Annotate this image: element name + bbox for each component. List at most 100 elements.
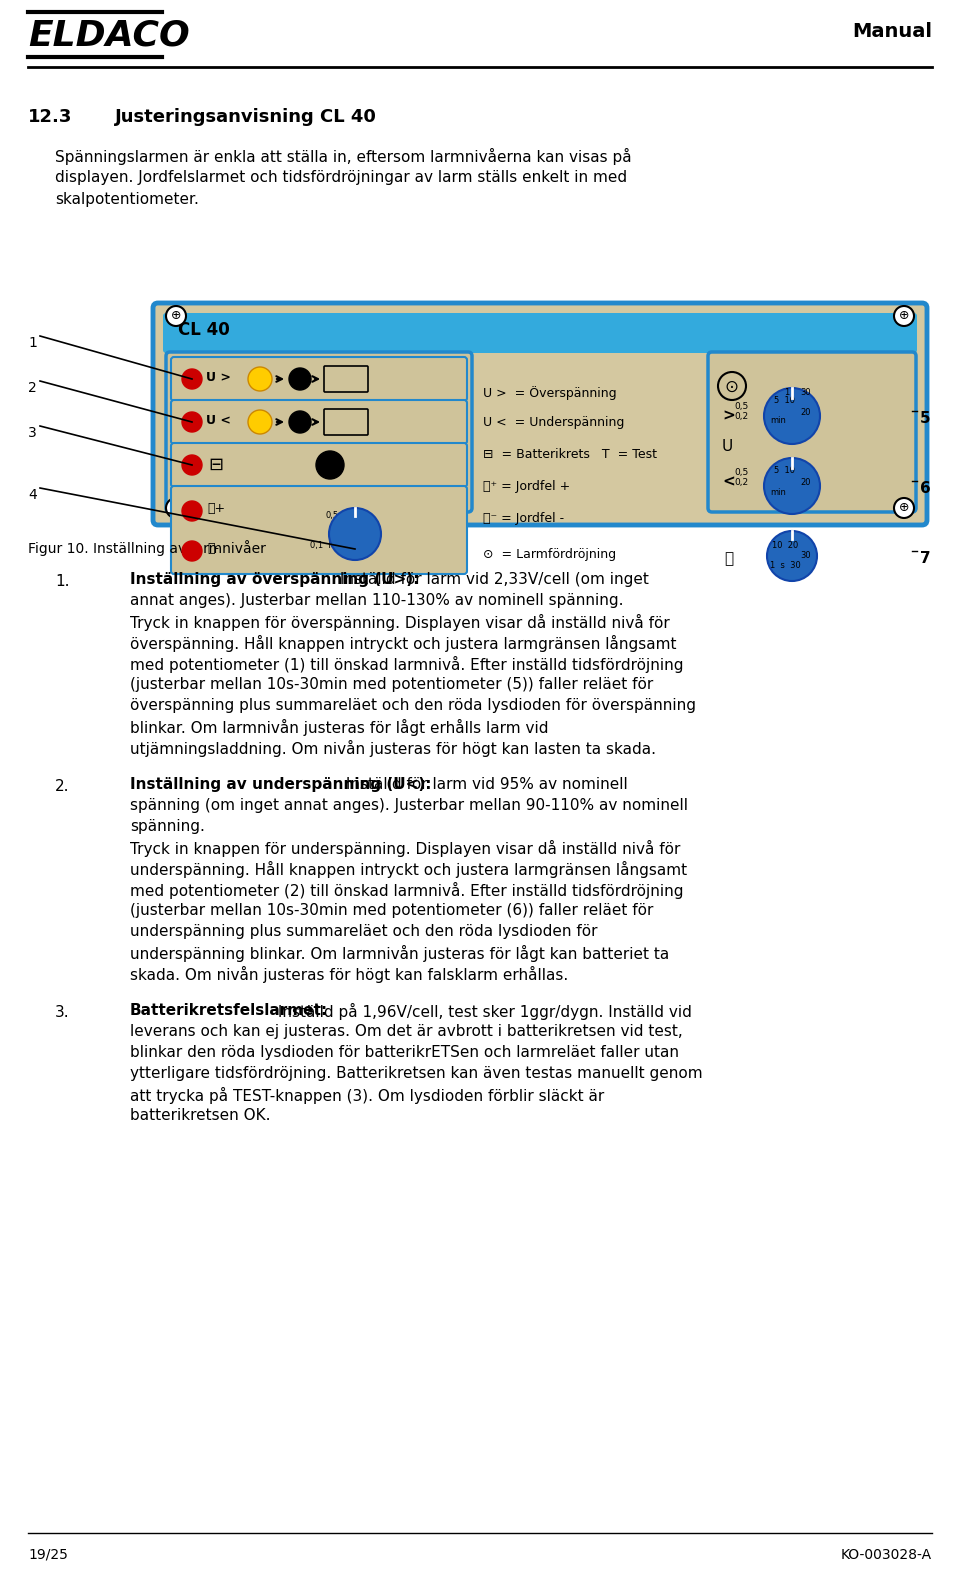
FancyBboxPatch shape <box>153 304 927 525</box>
Text: Inställd på 1,96V/cell, test sker 1ggr/dygn. Inställd vid: Inställd på 1,96V/cell, test sker 1ggr/d… <box>273 1004 691 1019</box>
Text: ⏚+: ⏚+ <box>207 502 226 514</box>
Text: 19/25: 19/25 <box>28 1548 68 1562</box>
FancyBboxPatch shape <box>708 352 916 511</box>
Text: annat anges). Justerbar mellan 110-130% av nominell spänning.: annat anges). Justerbar mellan 110-130% … <box>130 593 623 609</box>
Text: V: V <box>357 367 363 376</box>
Text: 20: 20 <box>800 407 810 417</box>
FancyBboxPatch shape <box>171 486 467 574</box>
Text: Tryck in knappen för överspänning. Displayen visar då inställd nivå för: Tryck in knappen för överspänning. Displ… <box>130 613 670 631</box>
Text: >: > <box>722 407 734 423</box>
Circle shape <box>182 500 202 521</box>
Text: med potentiometer (1) till önskad larmnivå. Efter inställd tidsfördröjning: med potentiometer (1) till önskad larmni… <box>130 656 684 673</box>
Circle shape <box>329 508 381 560</box>
Text: 6: 6 <box>920 481 931 495</box>
Text: ⊟  = Batterikrets   T  = Test: ⊟ = Batterikrets T = Test <box>483 448 657 461</box>
FancyBboxPatch shape <box>171 444 467 488</box>
Text: T: T <box>325 456 335 470</box>
Text: 7: 7 <box>920 551 930 566</box>
Text: V: V <box>357 411 363 418</box>
FancyBboxPatch shape <box>171 357 467 401</box>
Circle shape <box>166 307 186 326</box>
Text: ⊙: ⊙ <box>724 378 738 396</box>
Text: med potentiometer (2) till önskad larmnivå. Efter inställd tidsfördröjning: med potentiometer (2) till önskad larmni… <box>130 882 684 900</box>
Text: ΦA: ΦA <box>342 425 352 431</box>
Circle shape <box>248 367 272 392</box>
Text: U: U <box>722 439 733 455</box>
Circle shape <box>182 455 202 475</box>
Text: överspänning plus summareläet och den röda lysdioden för överspänning: överspänning plus summareläet och den rö… <box>130 698 696 713</box>
FancyBboxPatch shape <box>171 400 467 444</box>
Text: ⊕: ⊕ <box>171 308 181 322</box>
Text: Inställning av överspänning (U>):: Inställning av överspänning (U>): <box>130 573 420 587</box>
Text: Manual: Manual <box>852 22 932 41</box>
Text: batterikretsen OK.: batterikretsen OK. <box>130 1107 271 1123</box>
Circle shape <box>764 458 820 514</box>
Text: 3: 3 <box>28 426 36 440</box>
Text: 1  s  30: 1 s 30 <box>770 562 801 569</box>
Circle shape <box>182 541 202 562</box>
Text: Figur 10. Inställning av larmnivåer: Figur 10. Inställning av larmnivåer <box>28 540 266 555</box>
Text: KO-003028-A: KO-003028-A <box>841 1548 932 1562</box>
Text: 0,5: 0,5 <box>734 403 748 411</box>
Text: CL 40: CL 40 <box>178 321 229 340</box>
Text: 12.3: 12.3 <box>28 109 72 126</box>
FancyBboxPatch shape <box>166 352 472 511</box>
Text: min: min <box>770 488 786 497</box>
Text: Inställd för larm vid 95% av nominell: Inställd för larm vid 95% av nominell <box>341 777 628 791</box>
Text: ⊙  = Larmfördröjning: ⊙ = Larmfördröjning <box>483 547 616 562</box>
Text: ⊕: ⊕ <box>899 308 909 322</box>
Text: blinkar den röda lysdioden för batterikrETSen och larmreläet faller utan: blinkar den röda lysdioden för batterikr… <box>130 1044 679 1060</box>
Text: ELDACO: ELDACO <box>28 17 190 52</box>
Text: ⊕: ⊕ <box>899 500 909 514</box>
Text: 1: 1 <box>28 337 36 351</box>
FancyBboxPatch shape <box>324 367 368 392</box>
Circle shape <box>166 499 186 518</box>
Text: 2: 2 <box>28 381 36 395</box>
Text: displayen. Jordfelslarmet och tidsfördröjningar av larm ställs enkelt in med: displayen. Jordfelslarmet och tidsfördrö… <box>55 170 627 186</box>
Text: <: < <box>722 473 734 489</box>
Circle shape <box>289 368 311 390</box>
Text: 30: 30 <box>800 389 810 396</box>
Text: 30: 30 <box>800 551 810 560</box>
Text: Spänningslarmen är enkla att ställa in, eftersom larmnivåerna kan visas på: Spänningslarmen är enkla att ställa in, … <box>55 148 632 165</box>
Circle shape <box>289 411 311 433</box>
Circle shape <box>316 451 344 480</box>
Text: blinkar. Om larmnivån justeras för lågt erhålls larm vid: blinkar. Om larmnivån justeras för lågt … <box>130 719 548 736</box>
Text: U >: U > <box>206 371 230 384</box>
Text: 0,1  MΩ  1: 0,1 MΩ 1 <box>310 541 352 551</box>
Text: Justeringsanvisning CL 40: Justeringsanvisning CL 40 <box>115 109 377 126</box>
Circle shape <box>182 370 202 389</box>
Text: 2.: 2. <box>55 779 69 794</box>
Text: underspänning plus summareläet och den röda lysdioden för: underspänning plus summareläet och den r… <box>130 923 597 939</box>
Text: Tryck in knappen för underspänning. Displayen visar då inställd nivå för: Tryck in knappen för underspänning. Disp… <box>130 840 681 857</box>
Text: U >  = Överspänning: U > = Överspänning <box>483 385 616 400</box>
Text: ⏚: ⏚ <box>724 551 733 566</box>
Text: överspänning. Håll knappen intryckt och justera larmgränsen långsamt: överspänning. Håll knappen intryckt och … <box>130 635 677 653</box>
Text: Inställd för larm vid 2,33V/cell (om inget: Inställd för larm vid 2,33V/cell (om ing… <box>335 573 648 587</box>
Text: ⊟: ⊟ <box>208 456 223 473</box>
Text: utjämningsladdning. Om nivån justeras för högt kan lasten ta skada.: utjämningsladdning. Om nivån justeras fö… <box>130 739 656 757</box>
Circle shape <box>767 532 817 580</box>
Text: Batterikretsfelslarmet:: Batterikretsfelslarmet: <box>130 1004 328 1018</box>
Text: ⏚-: ⏚- <box>207 543 219 555</box>
Text: U <: U < <box>206 414 230 426</box>
Text: 3.: 3. <box>55 1005 70 1019</box>
Text: spänning.: spänning. <box>130 820 204 834</box>
FancyBboxPatch shape <box>163 313 917 352</box>
Text: 0,2: 0,2 <box>734 412 748 422</box>
Text: 10  20: 10 20 <box>772 541 799 551</box>
Text: leverans och kan ej justeras. Om det är avbrott i batterikretsen vid test,: leverans och kan ej justeras. Om det är … <box>130 1024 683 1040</box>
Text: 0,5: 0,5 <box>325 511 338 521</box>
Text: min: min <box>770 415 786 425</box>
Text: 5  10: 5 10 <box>774 396 795 404</box>
FancyBboxPatch shape <box>324 409 368 436</box>
Text: ⏚⁻ = Jordfel -: ⏚⁻ = Jordfel - <box>483 511 564 525</box>
Text: underspänning blinkar. Om larmnivån justeras för lågt kan batteriet ta: underspänning blinkar. Om larmnivån just… <box>130 945 669 963</box>
Text: underspänning. Håll knappen intryckt och justera larmgränsen långsamt: underspänning. Håll knappen intryckt och… <box>130 860 687 878</box>
Text: U <  = Underspänning: U < = Underspänning <box>483 415 624 429</box>
Text: 5  10: 5 10 <box>774 466 795 475</box>
Circle shape <box>248 411 272 434</box>
Text: skada. Om nivån justeras för högt kan falsklarm erhållas.: skada. Om nivån justeras för högt kan fa… <box>130 966 568 983</box>
Text: (justerbar mellan 10s-30min med potentiometer (5)) faller reläet för: (justerbar mellan 10s-30min med potentio… <box>130 676 653 692</box>
Text: 0,5: 0,5 <box>734 469 748 477</box>
